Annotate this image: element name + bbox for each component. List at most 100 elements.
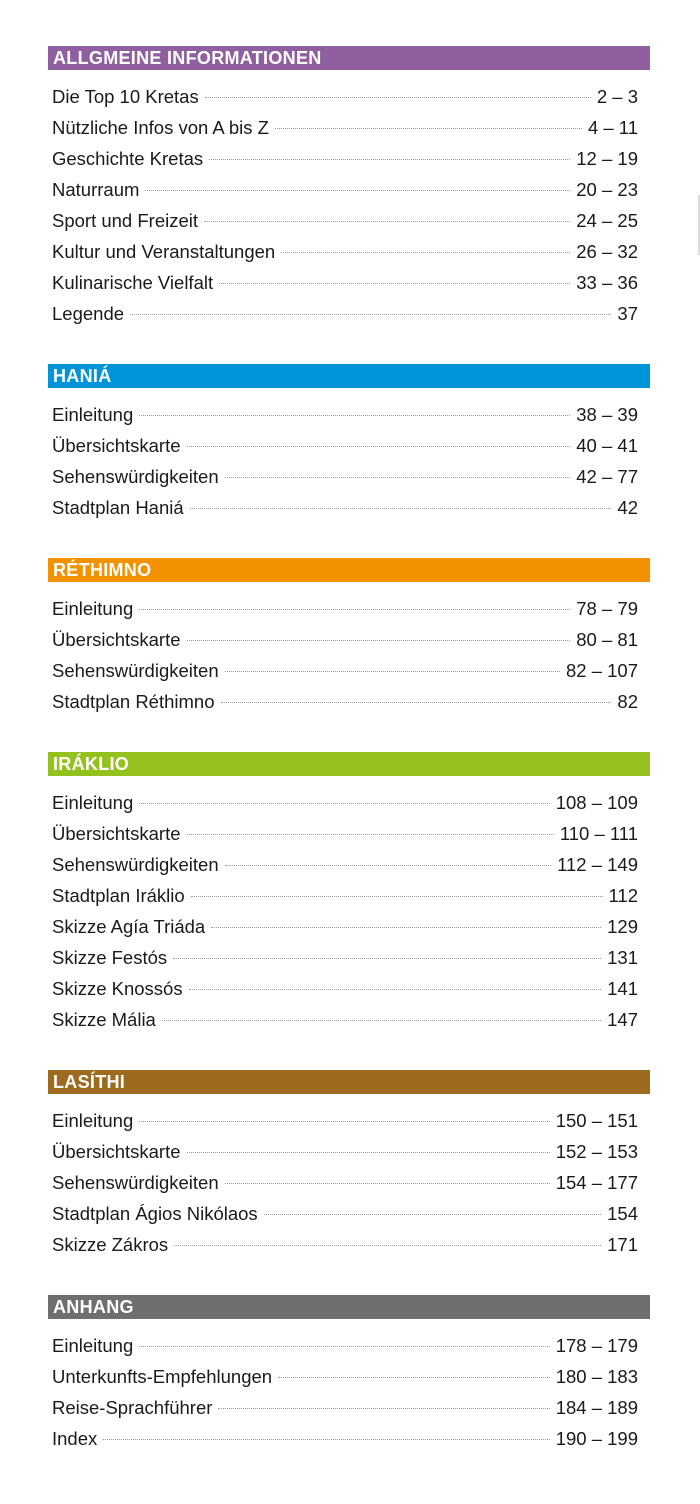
dot-leader bbox=[188, 989, 602, 990]
page-edge-divider bbox=[698, 195, 700, 255]
dot-leader bbox=[278, 1377, 550, 1378]
dot-leader bbox=[139, 1346, 550, 1347]
toc-entry[interactable]: Übersichtskarte 152 – 153 bbox=[48, 1136, 638, 1167]
toc-entry[interactable]: Einleitung 178 – 179 bbox=[48, 1330, 638, 1361]
dot-leader bbox=[224, 865, 552, 866]
entry-title: Nützliche Infos von A bis Z bbox=[52, 117, 269, 138]
toc-section: LASÍTHI Einleitung 150 – 151 Übersichtskart… bbox=[48, 1070, 650, 1260]
toc-entry[interactable]: Übersichtskarte 40 – 41 bbox=[48, 430, 638, 461]
toc-entry[interactable]: Reise-Sprachführer 184 – 189 bbox=[48, 1392, 638, 1423]
dot-leader bbox=[220, 702, 612, 703]
entry-pages: 154 – 177 bbox=[555, 1172, 638, 1193]
entry-pages: 131 bbox=[607, 947, 638, 968]
entry-pages: 4 – 11 bbox=[587, 117, 638, 138]
entry-pages: 2 – 3 bbox=[596, 86, 638, 107]
toc-entry[interactable]: Sehenswürdigkeiten 154 – 177 bbox=[48, 1167, 638, 1198]
toc-section: IRÁKLIO Einleitung 108 – 109 Übersichtskart… bbox=[48, 752, 650, 1035]
entry-pages: 82 bbox=[617, 691, 638, 712]
dot-leader bbox=[103, 1439, 550, 1440]
toc-entry[interactable]: Nützliche Infos von A bis Z 4 – 11 bbox=[48, 112, 638, 143]
toc-entry[interactable]: Kulinarische Vielfalt 33 – 36 bbox=[48, 267, 638, 298]
entry-title: Kultur und Veranstaltungen bbox=[52, 241, 276, 262]
toc-entry[interactable]: Einleitung 150 – 151 bbox=[48, 1105, 638, 1136]
entry-title: Übersichtskarte bbox=[52, 435, 181, 456]
entry-title: Stadtplan Ágios Nikólaos bbox=[52, 1203, 258, 1224]
toc-entry[interactable]: Naturraum 20 – 23 bbox=[48, 174, 638, 205]
toc-entry[interactable]: Sehenswürdigkeiten 42 – 77 bbox=[48, 461, 638, 492]
toc-entry[interactable]: Übersichtskarte 80 – 81 bbox=[48, 624, 638, 655]
toc-entry[interactable]: Übersichtskarte 110 – 111 bbox=[48, 818, 638, 849]
entry-title: Skizze Agía Triáda bbox=[52, 916, 206, 937]
toc-entry[interactable]: Skizze Festós 131 bbox=[48, 942, 638, 973]
entry-title: Skizze Festós bbox=[52, 947, 168, 968]
dot-leader bbox=[211, 927, 602, 928]
entry-title: Naturraum bbox=[52, 179, 140, 200]
entry-pages: 112 bbox=[608, 885, 639, 906]
entry-pages: 42 bbox=[617, 497, 638, 518]
dot-leader bbox=[174, 1245, 602, 1246]
dot-leader bbox=[224, 477, 571, 478]
entry-title: Skizze Knossós bbox=[52, 978, 183, 999]
toc-entry[interactable]: Skizze Zákros 171 bbox=[48, 1229, 638, 1260]
toc-entry[interactable]: Kultur und Veranstaltungen 26 – 32 bbox=[48, 236, 638, 267]
toc-entry[interactable]: Geschichte Kretas 12 – 19 bbox=[48, 143, 638, 174]
section-header: RÉTHIMNO bbox=[48, 558, 650, 582]
entry-title: Einleitung bbox=[52, 404, 134, 425]
dot-leader bbox=[209, 159, 571, 160]
dot-leader bbox=[186, 834, 554, 835]
toc-entry[interactable]: Einleitung 78 – 79 bbox=[48, 593, 638, 624]
dot-leader bbox=[190, 896, 603, 897]
toc-entry[interactable]: Stadtplan Ágios Nikólaos 154 bbox=[48, 1198, 638, 1229]
toc-entry[interactable]: Unterkunfts-Empfehlungen 180 – 183 bbox=[48, 1361, 638, 1392]
entry-pages: 150 – 151 bbox=[555, 1110, 638, 1131]
entry-title: Kulinarische Vielfalt bbox=[52, 272, 214, 293]
toc-section: HANIÁ Einleitung 38 – 39 Übersichtskarte 40 … bbox=[48, 364, 650, 523]
dot-leader bbox=[145, 190, 571, 191]
entry-title: Einleitung bbox=[52, 792, 134, 813]
toc-entry[interactable]: Einleitung 108 – 109 bbox=[48, 787, 638, 818]
toc-entry[interactable]: Sehenswürdigkeiten 82 – 107 bbox=[48, 655, 638, 686]
toc-entry[interactable]: Die Top 10 Kretas 2 – 3 bbox=[48, 81, 638, 112]
toc-section: ANHANG Einleitung 178 – 179 Unterkunfts-Emp… bbox=[48, 1295, 650, 1454]
toc-entry[interactable]: Einleitung 38 – 39 bbox=[48, 399, 638, 430]
entry-title: Stadtplan Iráklio bbox=[52, 885, 185, 906]
entry-title: Sport und Freizeit bbox=[52, 210, 199, 231]
entry-title: Legende bbox=[52, 303, 125, 324]
toc-entry[interactable]: Legende 37 bbox=[48, 298, 638, 329]
entry-title: Stadtplan Haniá bbox=[52, 497, 184, 518]
entry-title: Skizze Zákros bbox=[52, 1234, 169, 1255]
entry-pages: 33 – 36 bbox=[576, 272, 638, 293]
entry-pages: 78 – 79 bbox=[576, 598, 638, 619]
dot-leader bbox=[139, 415, 571, 416]
toc-entry[interactable]: Skizze Agía Triáda 129 bbox=[48, 911, 638, 942]
toc-entry[interactable]: Skizze Knossós 141 bbox=[48, 973, 638, 1004]
entry-title: Stadtplan Réthimno bbox=[52, 691, 215, 712]
dot-leader bbox=[274, 128, 582, 129]
dot-leader bbox=[224, 671, 560, 672]
entry-pages: 178 – 179 bbox=[555, 1335, 638, 1356]
entry-pages: 38 – 39 bbox=[576, 404, 638, 425]
dot-leader bbox=[139, 609, 571, 610]
dot-leader bbox=[218, 1408, 550, 1409]
entry-title: Index bbox=[52, 1428, 98, 1449]
toc-entry[interactable]: Stadtplan Réthimno 82 bbox=[48, 686, 638, 717]
entry-title: Sehenswürdigkeiten bbox=[52, 660, 219, 681]
entry-title: Unterkunfts-Empfehlungen bbox=[52, 1366, 273, 1387]
entry-pages: 24 – 25 bbox=[576, 210, 638, 231]
toc-entry[interactable]: Stadtplan Haniá 42 bbox=[48, 492, 638, 523]
toc-entry[interactable]: Skizze Mália 147 bbox=[48, 1004, 638, 1035]
dot-leader bbox=[281, 252, 571, 253]
toc-entry[interactable]: Sehenswürdigkeiten 112 – 149 bbox=[48, 849, 638, 880]
dot-leader bbox=[224, 1183, 550, 1184]
entry-title: Einleitung bbox=[52, 1335, 134, 1356]
dot-leader bbox=[263, 1214, 602, 1215]
toc-entry[interactable]: Sport und Freizeit 24 – 25 bbox=[48, 205, 638, 236]
entry-pages: 180 – 183 bbox=[555, 1366, 638, 1387]
entry-pages: 82 – 107 bbox=[565, 660, 638, 681]
entry-title: Reise-Sprachführer bbox=[52, 1397, 213, 1418]
dot-leader bbox=[130, 314, 612, 315]
toc-entry[interactable]: Stadtplan Iráklio 112 bbox=[48, 880, 638, 911]
section-header: IRÁKLIO bbox=[48, 752, 650, 776]
dot-leader bbox=[204, 97, 591, 98]
toc-entry[interactable]: Index 190 – 199 bbox=[48, 1423, 638, 1454]
